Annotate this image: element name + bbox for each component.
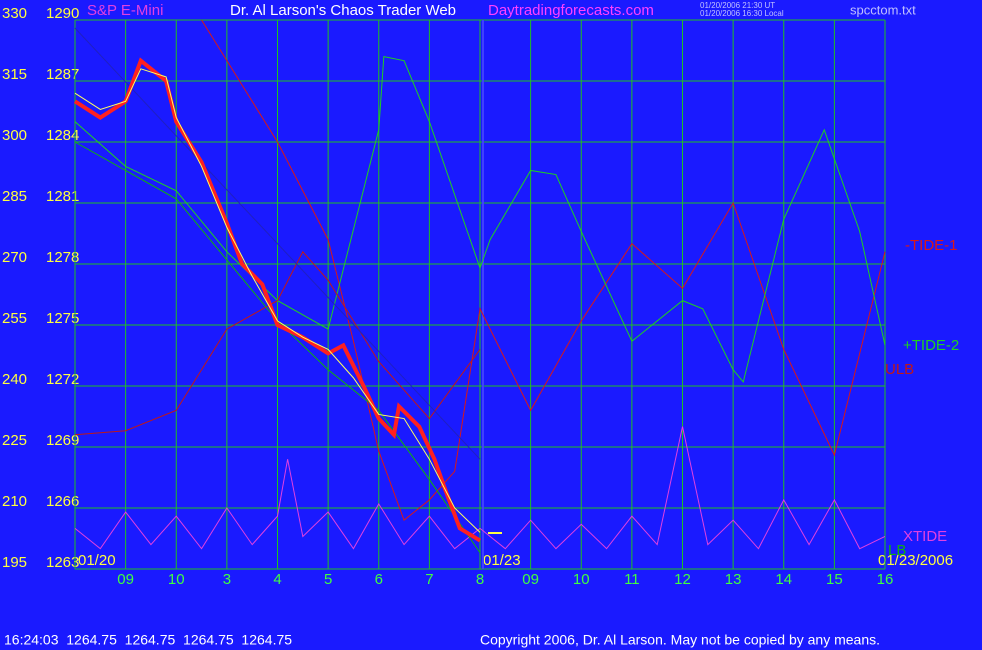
date-label: 01/23/2006 bbox=[878, 552, 953, 569]
legend-label: LB bbox=[888, 542, 906, 559]
y2-tick-label: 1278 bbox=[46, 249, 79, 266]
y-tick-label: 315 bbox=[2, 66, 27, 83]
file-name: spcctom.txt bbox=[850, 2, 916, 17]
x-tick-label: 4 bbox=[273, 571, 281, 588]
y2-tick-label: 1269 bbox=[46, 432, 79, 449]
x-tick-label: 13 bbox=[725, 571, 742, 588]
y2-tick-label: 1272 bbox=[46, 371, 79, 388]
legend-label: XTIDE bbox=[903, 528, 947, 545]
y2-tick-label: 1290 bbox=[46, 5, 79, 22]
x-tick-label: 6 bbox=[375, 571, 383, 588]
series-line bbox=[74, 426, 886, 550]
date-label: 01/23 bbox=[483, 552, 521, 569]
chart-subtitle: Dr. Al Larson's Chaos Trader Web bbox=[230, 2, 456, 19]
x-tick-label: 8 bbox=[476, 571, 484, 588]
series-line bbox=[201, 19, 886, 522]
site-name: Daytradingforecasts.com bbox=[488, 2, 654, 19]
x-tick-label: 12 bbox=[674, 571, 691, 588]
y-tick-label: 240 bbox=[2, 371, 27, 388]
legend-label: ULB bbox=[885, 361, 914, 378]
x-tick-label: 7 bbox=[425, 571, 433, 588]
x-tick-label: 09 bbox=[522, 571, 539, 588]
y-tick-label: 330 bbox=[2, 5, 27, 22]
series-line bbox=[74, 68, 481, 533]
y2-tick-label: 1284 bbox=[46, 127, 79, 144]
legend-label: -TIDE-1 bbox=[905, 237, 958, 254]
y-tick-label: 255 bbox=[2, 310, 27, 327]
copyright: Copyright 2006, Dr. Al Larson. May not b… bbox=[480, 632, 880, 648]
series-line bbox=[74, 141, 481, 554]
y2-tick-label: 1281 bbox=[46, 188, 79, 205]
series-line bbox=[74, 250, 481, 436]
date-label: 01/20 bbox=[78, 552, 116, 569]
timestamp: 01/20/2006 21:30 UT bbox=[700, 1, 775, 10]
y-tick-label: 210 bbox=[2, 493, 27, 510]
y-tick-label: 195 bbox=[2, 554, 27, 571]
series-line bbox=[74, 55, 886, 384]
legend-label: +TIDE-2 bbox=[903, 337, 959, 354]
x-tick-label: 10 bbox=[573, 571, 590, 588]
y2-tick-label: 1287 bbox=[46, 66, 79, 83]
y2-tick-label: 1266 bbox=[46, 493, 79, 510]
x-tick-label: 09 bbox=[117, 571, 134, 588]
x-tick-label: 3 bbox=[223, 571, 231, 588]
timestamp: 01/20/2006 16:30 Local bbox=[700, 9, 784, 18]
x-tick-label: 11 bbox=[624, 571, 640, 588]
x-tick-label: 10 bbox=[168, 571, 185, 588]
y2-tick-label: 1275 bbox=[46, 310, 79, 327]
x-tick-label: 14 bbox=[775, 571, 792, 588]
y2-tick-label: 1263 bbox=[46, 554, 79, 571]
chart-title: S&P E-Mini bbox=[87, 2, 163, 19]
y-tick-label: 300 bbox=[2, 127, 27, 144]
y-tick-label: 225 bbox=[2, 432, 27, 449]
status-line: 16:24:03 1264.75 1264.75 1264.75 1264.75 bbox=[4, 632, 292, 648]
x-tick-label: 15 bbox=[826, 571, 843, 588]
y-tick-label: 270 bbox=[2, 249, 27, 266]
series-line bbox=[74, 27, 481, 460]
y-tick-label: 285 bbox=[2, 188, 27, 205]
x-tick-label: 16 bbox=[877, 571, 894, 588]
x-tick-label: 5 bbox=[324, 571, 332, 588]
